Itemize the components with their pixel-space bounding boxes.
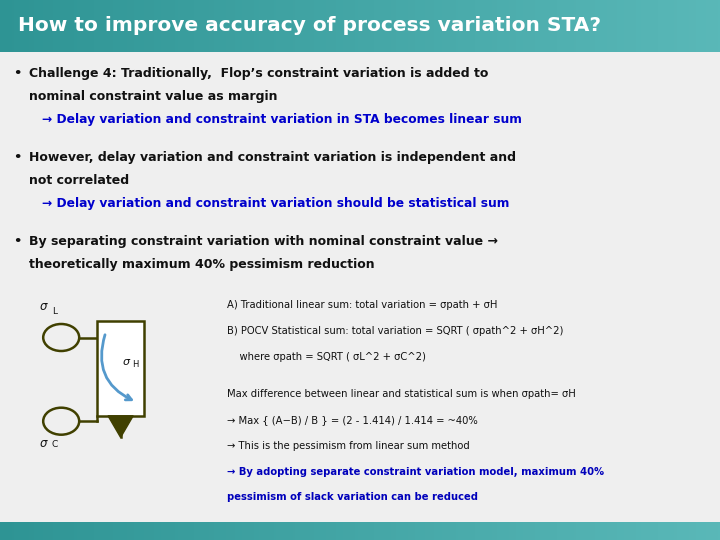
Text: nominal constraint value as margin: nominal constraint value as margin bbox=[29, 90, 277, 103]
Text: σ: σ bbox=[40, 437, 47, 450]
Text: σ: σ bbox=[123, 357, 130, 367]
Text: •: • bbox=[13, 235, 22, 248]
Text: Max difference between linear and statistical sum is when σpath= σH: Max difference between linear and statis… bbox=[227, 389, 575, 399]
Text: pessimism of slack variation can be reduced: pessimism of slack variation can be redu… bbox=[227, 492, 478, 503]
Text: •: • bbox=[13, 68, 22, 80]
Bar bbox=[97, 321, 144, 416]
Text: A) Traditional linear sum: total variation = σpath + σH: A) Traditional linear sum: total variati… bbox=[227, 300, 498, 310]
Text: where σpath = SQRT ( σL^2 + σC^2): where σpath = SQRT ( σL^2 + σC^2) bbox=[227, 352, 426, 362]
Text: Challenge 4: Traditionally,  Flop’s constraint variation is added to: Challenge 4: Traditionally, Flop’s const… bbox=[29, 68, 488, 80]
Text: theoretically maximum 40% pessimism reduction: theoretically maximum 40% pessimism redu… bbox=[29, 258, 374, 271]
Bar bbox=[0, 52, 720, 522]
Text: not correlated: not correlated bbox=[29, 174, 129, 187]
Text: How to improve accuracy of process variation STA?: How to improve accuracy of process varia… bbox=[18, 16, 601, 36]
Text: σ: σ bbox=[40, 300, 47, 313]
Text: •: • bbox=[13, 151, 22, 164]
Text: → Delay variation and constraint variation should be statistical sum: → Delay variation and constraint variati… bbox=[42, 197, 509, 210]
Text: → This is the pessimism from linear sum method: → This is the pessimism from linear sum … bbox=[227, 441, 469, 451]
Text: → Max { (A−B) / B } = (2 - 1.414) / 1.414 = ~40%: → Max { (A−B) / B } = (2 - 1.414) / 1.41… bbox=[227, 415, 477, 425]
Text: B) POCV Statistical sum: total variation = SQRT ( σpath^2 + σH^2): B) POCV Statistical sum: total variation… bbox=[227, 326, 563, 336]
Polygon shape bbox=[108, 416, 133, 437]
Text: → By adopting separate constraint variation model, maximum 40%: → By adopting separate constraint variat… bbox=[227, 467, 604, 477]
Text: H: H bbox=[132, 360, 139, 369]
Text: By separating constraint variation with nominal constraint value →: By separating constraint variation with … bbox=[29, 235, 498, 248]
Text: However, delay variation and constraint variation is independent and: However, delay variation and constraint … bbox=[29, 151, 516, 164]
Text: → Delay variation and constraint variation in STA becomes linear sum: → Delay variation and constraint variati… bbox=[42, 113, 521, 126]
Text: C: C bbox=[52, 440, 58, 449]
Text: L: L bbox=[52, 307, 57, 316]
